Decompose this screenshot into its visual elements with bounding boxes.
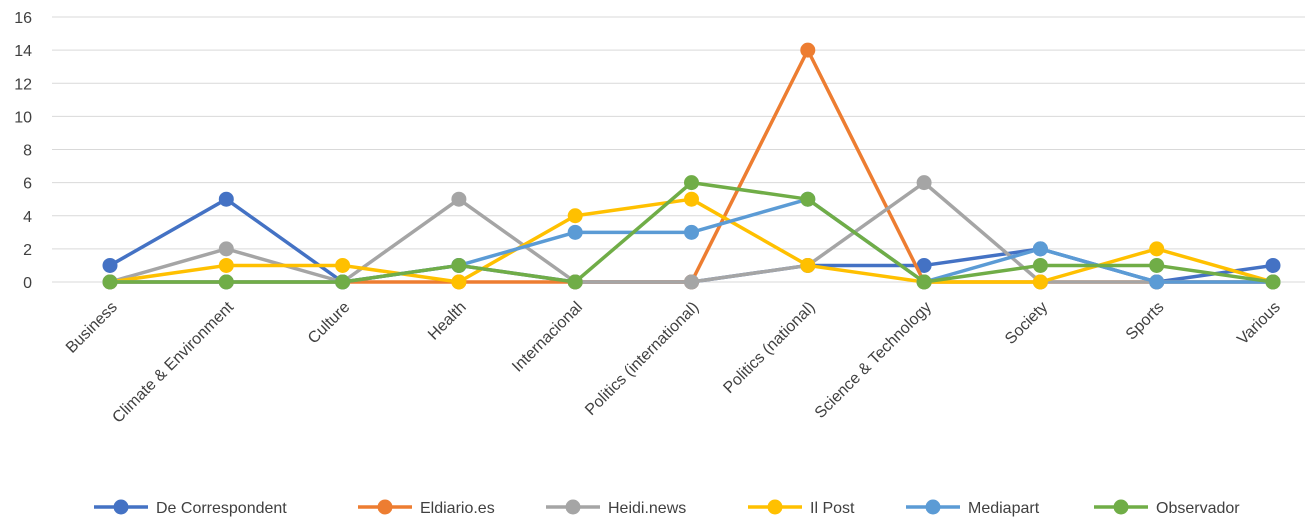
- legend-item: Heidi.news: [546, 499, 686, 517]
- x-tick-label: Various: [1234, 299, 1284, 349]
- data-point: [218, 241, 234, 257]
- data-point: [1149, 274, 1165, 290]
- data-point: [451, 257, 467, 273]
- y-tick-label: 6: [23, 176, 32, 193]
- legend-item: De Correspondent: [94, 499, 287, 517]
- data-point: [800, 257, 816, 273]
- y-axis: 0 2 4 6 8 10 12 14 16: [14, 10, 32, 292]
- y-tick-label: 0: [23, 275, 32, 292]
- y-tick-label: 2: [23, 242, 32, 259]
- data-point: [1265, 274, 1281, 290]
- x-tick-label: Politics (national): [720, 299, 818, 397]
- data-point: [102, 274, 118, 290]
- x-tick-label: Sports: [1123, 299, 1168, 344]
- x-tick-label: Climate & Environment: [109, 298, 237, 426]
- legend-label: Heidi.news: [608, 500, 686, 517]
- data-point: [567, 274, 583, 290]
- legend-label: Eldiario.es: [420, 500, 495, 517]
- data-point: [218, 274, 234, 290]
- data-point: [684, 274, 699, 290]
- series-group: [102, 42, 1281, 290]
- data-point: [335, 274, 351, 290]
- y-tick-label: 10: [14, 109, 32, 126]
- data-point: [567, 224, 583, 240]
- legend-marker: [377, 499, 393, 515]
- legend-label: De Correspondent: [156, 500, 287, 517]
- data-point: [102, 257, 118, 273]
- data-point: [451, 274, 467, 290]
- data-point: [1149, 241, 1165, 257]
- series-line: [109, 197, 1274, 284]
- legend-label: Il Post: [810, 500, 855, 517]
- y-tick-label: 16: [14, 10, 32, 27]
- x-tick-label: Internacional: [509, 299, 586, 376]
- legend-item: Il Post: [748, 499, 855, 517]
- x-tick-label: Business: [63, 299, 121, 357]
- data-point: [1032, 257, 1048, 273]
- y-tick-label: 12: [14, 76, 32, 93]
- y-tick-label: 4: [23, 209, 32, 226]
- x-tick-label: Politics (international): [582, 299, 702, 419]
- legend-item: Eldiario.es: [358, 499, 495, 517]
- data-point: [684, 175, 699, 191]
- data-point: [567, 208, 583, 224]
- legend-marker: [565, 499, 581, 515]
- data-point: [800, 42, 816, 58]
- legend-marker: [1113, 499, 1129, 515]
- legend-item: Observador: [1094, 499, 1240, 517]
- series-line: [110, 48, 1273, 284]
- legend-marker: [767, 499, 783, 515]
- x-tick-label: Society: [1002, 299, 1051, 348]
- data-point: [1149, 257, 1165, 273]
- data-point: [800, 191, 816, 207]
- series-eldiario-es: [102, 42, 1281, 290]
- data-point: [916, 175, 932, 191]
- data-point: [684, 191, 699, 207]
- legend-marker: [113, 499, 129, 515]
- legend-item: Mediapart: [906, 499, 1040, 517]
- series-observador: [102, 175, 1281, 290]
- data-point: [916, 257, 932, 273]
- data-point: [335, 257, 351, 273]
- data-point: [451, 191, 467, 207]
- y-tick-label: 14: [14, 43, 32, 60]
- data-point: [218, 257, 234, 273]
- data-point: [1032, 274, 1048, 290]
- legend: De Correspondent Eldiario.es Heidi.news Il …: [94, 499, 1240, 517]
- data-point: [218, 191, 234, 207]
- legend-label: Mediapart: [968, 500, 1040, 517]
- data-point: [684, 224, 699, 240]
- data-point: [1032, 241, 1048, 257]
- legend-marker: [925, 499, 941, 515]
- data-point: [1265, 257, 1281, 273]
- x-tick-label: Culture: [305, 299, 354, 348]
- data-point: [916, 274, 932, 290]
- x-tick-label: Health: [425, 299, 470, 344]
- y-tick-label: 8: [23, 143, 32, 160]
- legend-label: Observador: [1156, 500, 1240, 517]
- x-tick-label: Science & Technology: [812, 299, 935, 422]
- gridlines: [52, 16, 1305, 283]
